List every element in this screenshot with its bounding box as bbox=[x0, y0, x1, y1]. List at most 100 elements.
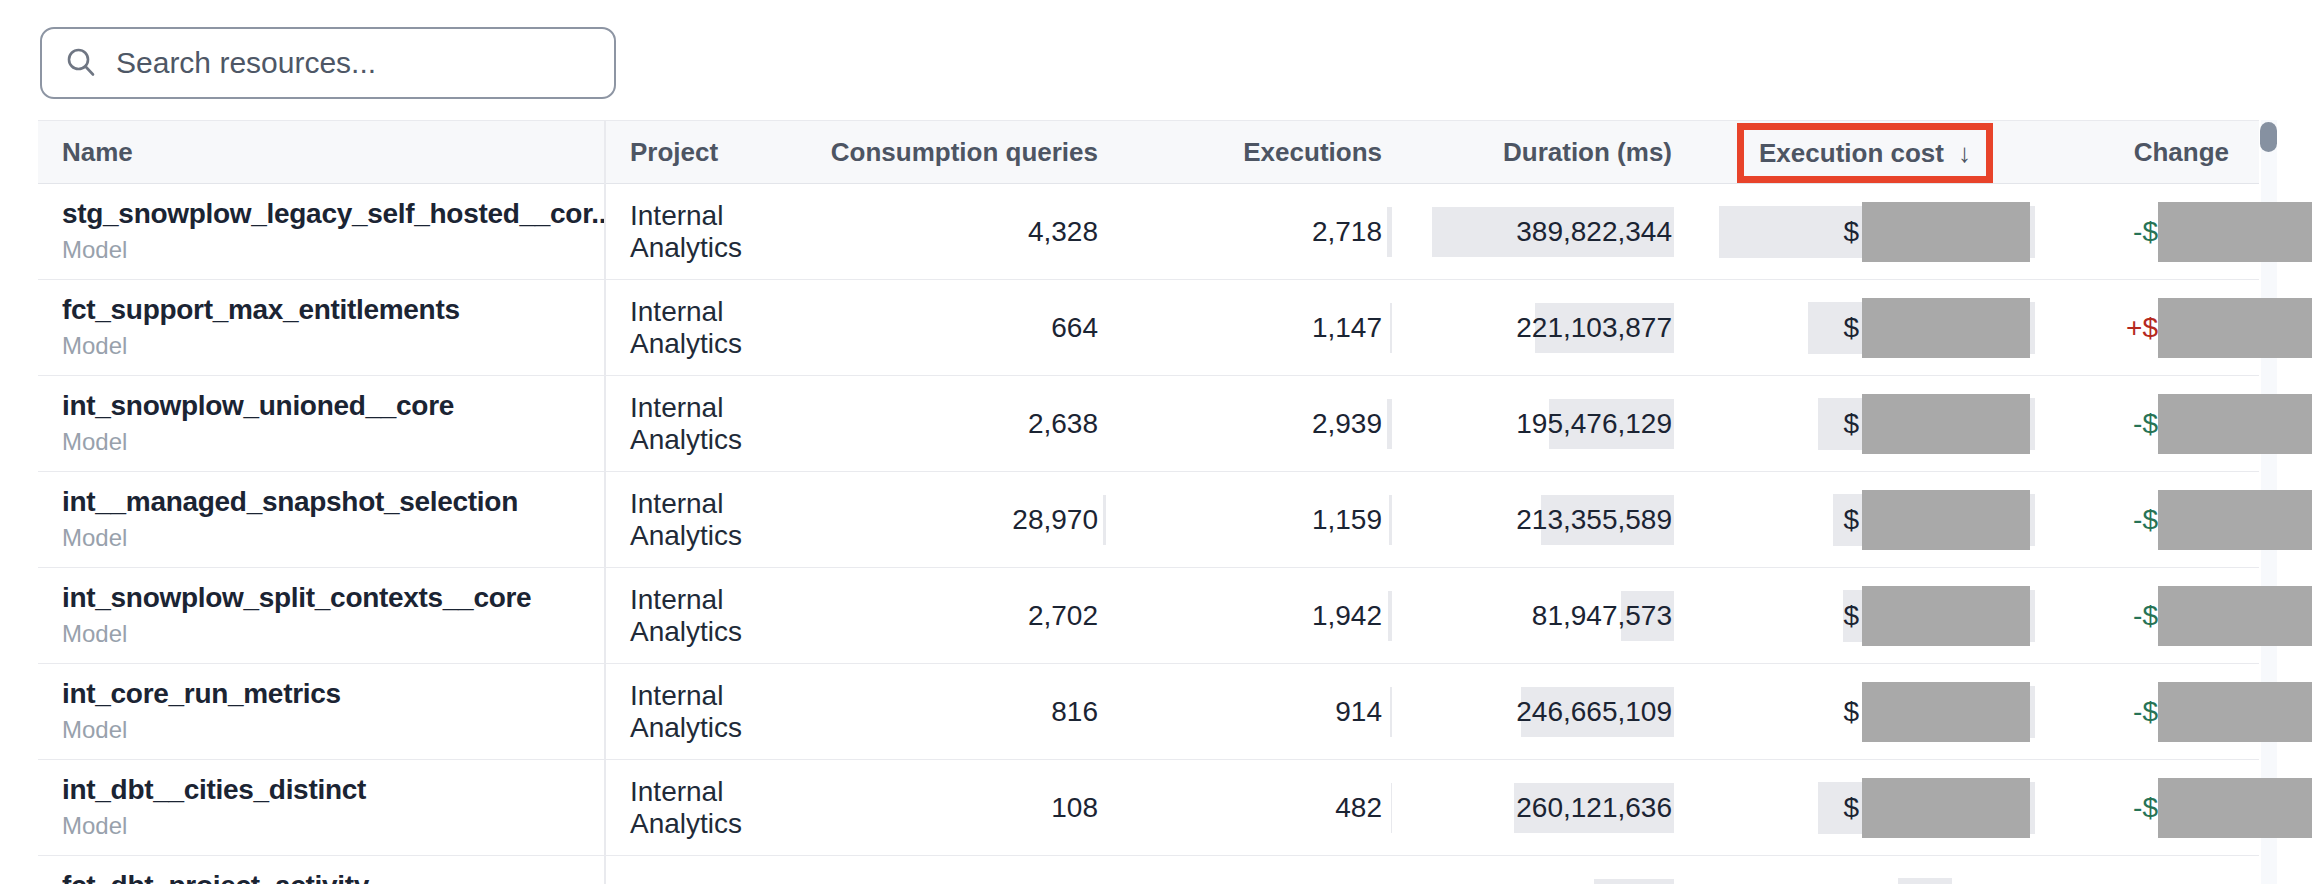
table-row[interactable]: int_snowplow_split_contexts__core Model … bbox=[38, 568, 2259, 664]
duration-cell: 246,665,109 bbox=[1390, 664, 1678, 759]
table-row[interactable]: fct_support_max_entitlements Model Inter… bbox=[38, 280, 2259, 376]
consumption-queries-cell: 2,702 bbox=[784, 568, 1108, 663]
change-prefix: -$ bbox=[2133, 408, 2158, 440]
project-cell bbox=[604, 856, 784, 884]
redaction-box bbox=[2158, 778, 2312, 838]
table-row[interactable]: stg_snowplow_legacy_self_hosted__cor... … bbox=[38, 184, 2259, 280]
header-label: Name bbox=[62, 137, 133, 168]
currency-symbol: $ bbox=[1843, 792, 1859, 824]
currency-symbol: $ bbox=[1843, 504, 1859, 536]
table-row[interactable]: int_core_run_metrics Model Internal Anal… bbox=[38, 664, 2259, 760]
currency-symbol: $ bbox=[1843, 312, 1859, 344]
resource-name-link[interactable]: stg_snowplow_legacy_self_hosted__cor... bbox=[62, 199, 594, 229]
column-header-duration[interactable]: Duration (ms) bbox=[1390, 121, 1678, 183]
consumption-queries-cell: 2,638 bbox=[784, 376, 1108, 471]
resources-cost-page: Name Project Consumption queries Executi… bbox=[0, 0, 2312, 884]
project-cell: Internal Analytics bbox=[604, 760, 784, 855]
executions-cell: 2,718 bbox=[1108, 184, 1390, 279]
change-cell: -$ bbox=[2046, 376, 2259, 471]
value-bar bbox=[1898, 878, 1952, 884]
currency-symbol: $ bbox=[1843, 696, 1859, 728]
duration-cell: 389,822,344 bbox=[1390, 184, 1678, 279]
redaction-box bbox=[1862, 586, 2030, 646]
consumption-queries-cell: 664 bbox=[784, 280, 1108, 375]
currency-symbol: $ bbox=[1843, 408, 1859, 440]
resource-name-link[interactable]: int_dbt__cities_distinct bbox=[62, 775, 594, 805]
sort-descending-icon[interactable]: ↓ bbox=[1958, 138, 1971, 169]
search-box[interactable] bbox=[40, 27, 616, 99]
table-row[interactable]: int_dbt__cities_distinct Model Internal … bbox=[38, 760, 2259, 856]
consumption-queries-cell: 28,970 bbox=[784, 472, 1108, 567]
redaction-box bbox=[2158, 394, 2312, 454]
currency-symbol: $ bbox=[1843, 600, 1859, 632]
column-header-name[interactable]: Name bbox=[38, 121, 604, 183]
header-label: Project bbox=[630, 137, 718, 168]
project-cell: Internal Analytics bbox=[604, 472, 784, 567]
redaction-box bbox=[2158, 682, 2312, 742]
resource-type-label: Model bbox=[62, 524, 594, 552]
column-header-project[interactable]: Project bbox=[604, 121, 784, 183]
column-header-executions[interactable]: Executions bbox=[1108, 121, 1390, 183]
scrollbar-thumb[interactable] bbox=[2260, 122, 2277, 152]
name-cell: int_dbt__cities_distinct Model bbox=[38, 760, 604, 855]
name-cell: int_snowplow_split_contexts__core Model bbox=[38, 568, 604, 663]
project-cell: Internal Analytics bbox=[604, 664, 784, 759]
value-bar bbox=[1103, 495, 1106, 545]
redaction-box bbox=[2158, 298, 2312, 358]
name-cell: int_snowplow_unioned__core Model bbox=[38, 376, 604, 471]
change-prefix: -$ bbox=[2133, 504, 2158, 536]
table-body: stg_snowplow_legacy_self_hosted__cor... … bbox=[38, 184, 2259, 884]
resource-name-link[interactable]: int_snowplow_unioned__core bbox=[62, 391, 594, 421]
duration-cell: 260,121,636 bbox=[1390, 760, 1678, 855]
project-cell: Internal Analytics bbox=[604, 376, 784, 471]
execution-cost-cell: $ bbox=[1678, 184, 2046, 279]
resource-type-label: Model bbox=[62, 812, 594, 840]
redaction-box bbox=[1862, 394, 2030, 454]
resource-type-label: Model bbox=[62, 716, 594, 744]
change-prefix: -$ bbox=[2133, 600, 2158, 632]
header-label: Consumption queries bbox=[831, 137, 1098, 168]
duration-cell: 221,103,877 bbox=[1390, 280, 1678, 375]
change-cell: -$ bbox=[2046, 760, 2259, 855]
project-cell: Internal Analytics bbox=[604, 568, 784, 663]
executions-cell: 2,939 bbox=[1108, 376, 1390, 471]
project-cell: Internal Analytics bbox=[604, 280, 784, 375]
execution-cost-cell: $ bbox=[1678, 376, 2046, 471]
name-cell: int_core_run_metrics Model bbox=[38, 664, 604, 759]
search-input[interactable] bbox=[116, 46, 614, 80]
change-cell: -$ bbox=[2046, 184, 2259, 279]
consumption-queries-cell: 108 bbox=[784, 760, 1108, 855]
executions-cell: 1,147 bbox=[1108, 280, 1390, 375]
name-cell: fct_support_max_entitlements Model bbox=[38, 280, 604, 375]
change-cell: -$ bbox=[2046, 472, 2259, 567]
change-cell: -$ bbox=[2046, 568, 2259, 663]
resource-name-link[interactable]: int_core_run_metrics bbox=[62, 679, 594, 709]
name-cell: stg_snowplow_legacy_self_hosted__cor... … bbox=[38, 184, 604, 279]
change-cell: +$ bbox=[2046, 280, 2259, 375]
header-label: Execution cost bbox=[1759, 138, 1944, 169]
resource-type-label: Model bbox=[62, 332, 594, 360]
column-header-change[interactable]: Change bbox=[2046, 121, 2259, 183]
value-bar bbox=[1594, 879, 1674, 884]
change-prefix: -$ bbox=[2133, 696, 2158, 728]
resource-name-link[interactable]: fct_dbt_project_activity bbox=[62, 871, 594, 884]
resource-type-label: Model bbox=[62, 236, 594, 264]
executions-cell: 914 bbox=[1108, 664, 1390, 759]
execution-cost-cell bbox=[1678, 856, 2046, 884]
column-header-consumption-queries[interactable]: Consumption queries bbox=[784, 121, 1108, 183]
execution-cost-cell: $ bbox=[1678, 664, 2046, 759]
table-row[interactable]: int_snowplow_unioned__core Model Interna… bbox=[38, 376, 2259, 472]
consumption-queries-cell: 816 bbox=[784, 664, 1108, 759]
duration-cell: 81,947,573 bbox=[1390, 568, 1678, 663]
resource-name-link[interactable]: fct_support_max_entitlements bbox=[62, 295, 594, 325]
change-prefix: -$ bbox=[2133, 216, 2158, 248]
column-divider bbox=[604, 120, 606, 884]
resource-name-link[interactable]: int_snowplow_split_contexts__core bbox=[62, 583, 594, 613]
table-row[interactable]: fct_dbt_project_activity bbox=[38, 856, 2259, 884]
resource-type-label: Model bbox=[62, 428, 594, 456]
consumption-queries-cell bbox=[784, 856, 1108, 884]
column-header-execution-cost[interactable]: Execution cost ↓ bbox=[1678, 121, 2046, 183]
executions-cell: 1,159 bbox=[1108, 472, 1390, 567]
table-row[interactable]: int__managed_snapshot_selection Model In… bbox=[38, 472, 2259, 568]
resource-name-link[interactable]: int__managed_snapshot_selection bbox=[62, 487, 594, 517]
